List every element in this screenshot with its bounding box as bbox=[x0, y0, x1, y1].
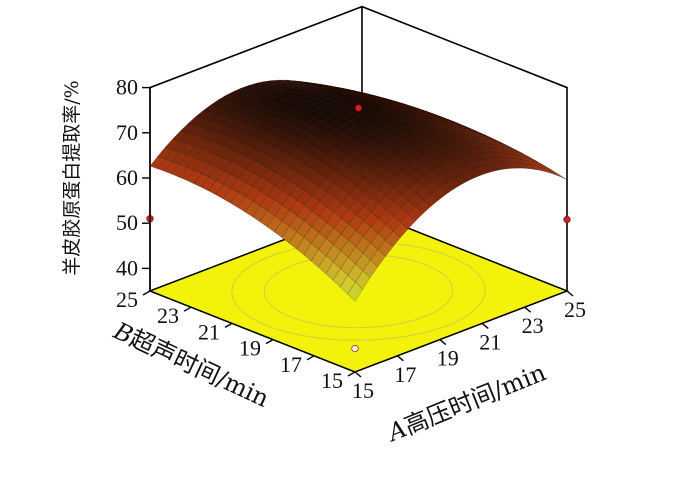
response-surface bbox=[149, 79, 568, 302]
y-tick-label: 17 bbox=[280, 352, 302, 377]
y-tick bbox=[183, 306, 192, 312]
x-tick-label: 15 bbox=[352, 378, 374, 403]
y-tick bbox=[347, 371, 356, 377]
surface-cell bbox=[544, 168, 560, 177]
x-tick bbox=[396, 355, 404, 362]
z-tick-label: 40 bbox=[116, 255, 138, 280]
z-axis-label: 羊皮胶原蛋白提取率/% bbox=[61, 80, 83, 275]
x-tick-label: 17 bbox=[394, 362, 416, 387]
x-tick-label: 21 bbox=[479, 329, 501, 354]
y-tick-label: 21 bbox=[198, 319, 220, 344]
y-tick-label: 15 bbox=[321, 368, 343, 393]
design-point bbox=[351, 344, 359, 353]
y-tick bbox=[224, 322, 233, 329]
y-axis-line bbox=[149, 290, 356, 373]
y-tick bbox=[306, 355, 315, 361]
y-tick-label: 23 bbox=[157, 303, 179, 328]
z-tick-label: 70 bbox=[116, 120, 138, 145]
x-tick bbox=[481, 322, 489, 329]
y-tick bbox=[265, 338, 274, 345]
y-tick-label: 19 bbox=[239, 336, 261, 361]
surface-cell bbox=[347, 281, 363, 302]
x-tick bbox=[439, 339, 447, 346]
z-tick-label: 50 bbox=[116, 210, 138, 235]
x-tick-label: 19 bbox=[437, 346, 459, 371]
axes: 15 17 19 21 23 25 15 17 19 21 23 25 40 50 60 70 80 bbox=[116, 75, 586, 403]
design-point bbox=[563, 215, 571, 224]
design-point bbox=[354, 104, 363, 112]
z-tick-label: 60 bbox=[116, 165, 138, 190]
x-tick bbox=[524, 306, 532, 313]
y-tick-label: 25 bbox=[116, 287, 138, 312]
x-tick bbox=[354, 371, 362, 378]
x-tick-label: 23 bbox=[522, 313, 544, 338]
x-axis-line bbox=[354, 290, 568, 373]
design-points bbox=[146, 104, 571, 353]
x-axis-label-text: 高压时间/min bbox=[400, 358, 550, 440]
y-axis-label: B超声时间/min bbox=[109, 316, 274, 413]
y-tick bbox=[142, 290, 151, 296]
surface-cell bbox=[552, 171, 568, 180]
z-tick-label: 80 bbox=[116, 75, 138, 100]
x-tick bbox=[566, 290, 574, 297]
x-tick-label: 25 bbox=[564, 297, 586, 322]
